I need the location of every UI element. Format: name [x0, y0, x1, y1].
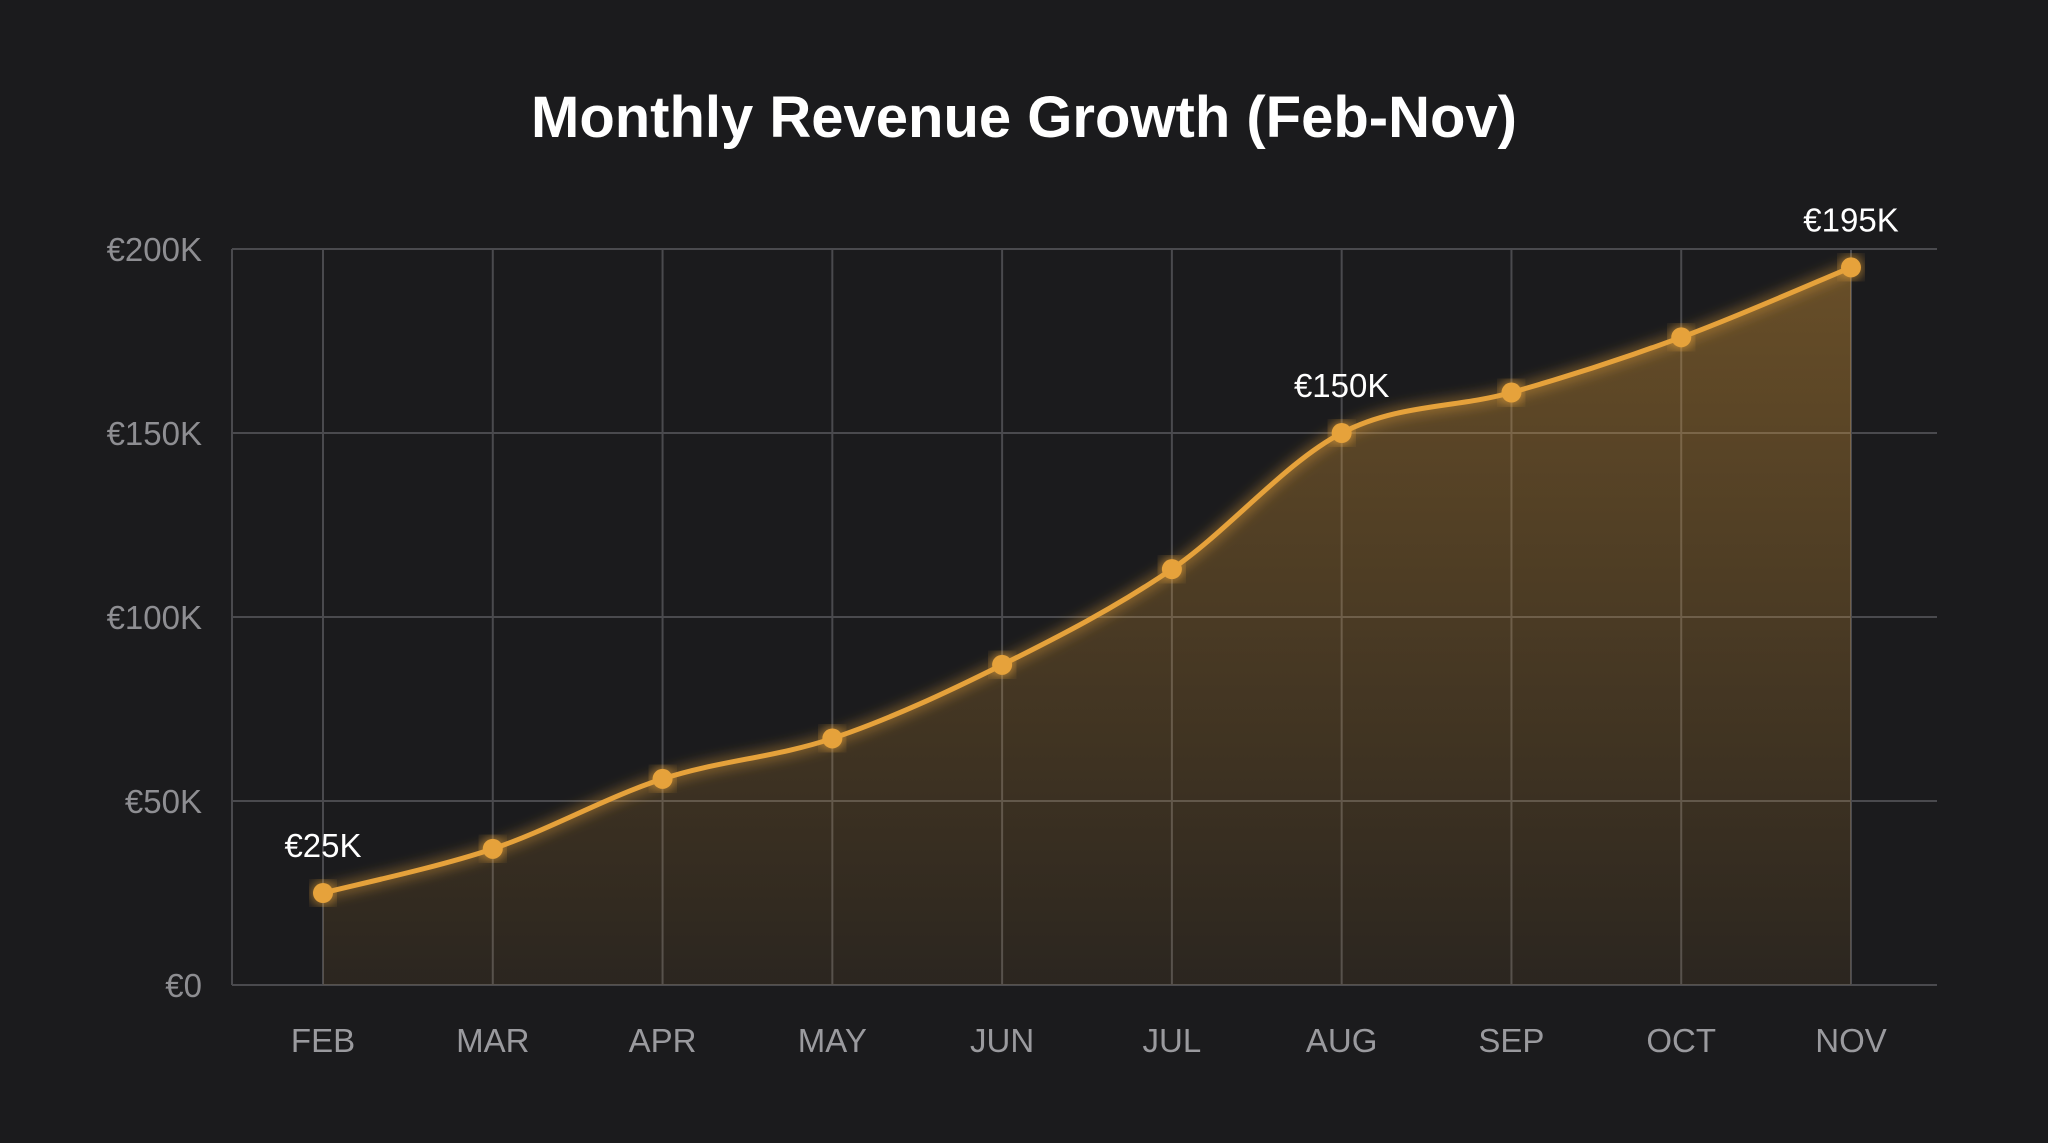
- x-tick-label: APR: [629, 1022, 697, 1059]
- data-point: [313, 883, 333, 903]
- x-tick-label: SEP: [1478, 1022, 1544, 1059]
- series-line: [322, 265, 1852, 896]
- x-tick-label: FEB: [291, 1022, 355, 1059]
- chart-title: Monthly Revenue Growth (Feb-Nov): [531, 85, 1517, 150]
- data-point: [822, 728, 843, 749]
- data-point: [1841, 257, 1861, 278]
- data-point: [1501, 382, 1522, 403]
- x-tick-label: OCT: [1646, 1022, 1716, 1059]
- series-revenue: [313, 257, 1861, 985]
- data-point: [1671, 327, 1692, 348]
- x-tick-label: MAR: [456, 1022, 529, 1059]
- data-point: [992, 654, 1013, 675]
- y-tick-label: €150K: [107, 415, 202, 452]
- data-point: [1331, 423, 1352, 443]
- x-axis: FEB MAR APR MAY JUN JUL AUG SEP OCT NOV: [291, 1022, 1887, 1059]
- x-tick-label: JUN: [970, 1022, 1034, 1059]
- data-point: [652, 768, 673, 789]
- y-tick-label: €100K: [107, 599, 202, 636]
- x-tick-label: MAY: [798, 1022, 867, 1059]
- x-tick-label: AUG: [1306, 1022, 1378, 1059]
- x-tick-label: JUL: [1143, 1022, 1202, 1059]
- data-point: [482, 838, 503, 859]
- y-tick-label: €0: [165, 967, 202, 1004]
- data-label: €150K: [1294, 367, 1389, 404]
- data-labels: €25K €150K €195K: [284, 201, 1898, 864]
- y-tick-label: €50K: [125, 783, 202, 820]
- area-fill: [323, 267, 1851, 985]
- x-tick-label: NOV: [1815, 1022, 1887, 1059]
- y-tick-label: €200K: [107, 231, 202, 268]
- y-axis: €0 €50K €100K €150K €200K: [107, 231, 202, 1004]
- data-point: [1161, 559, 1182, 580]
- data-label: €25K: [284, 827, 361, 864]
- data-label: €195K: [1803, 201, 1898, 238]
